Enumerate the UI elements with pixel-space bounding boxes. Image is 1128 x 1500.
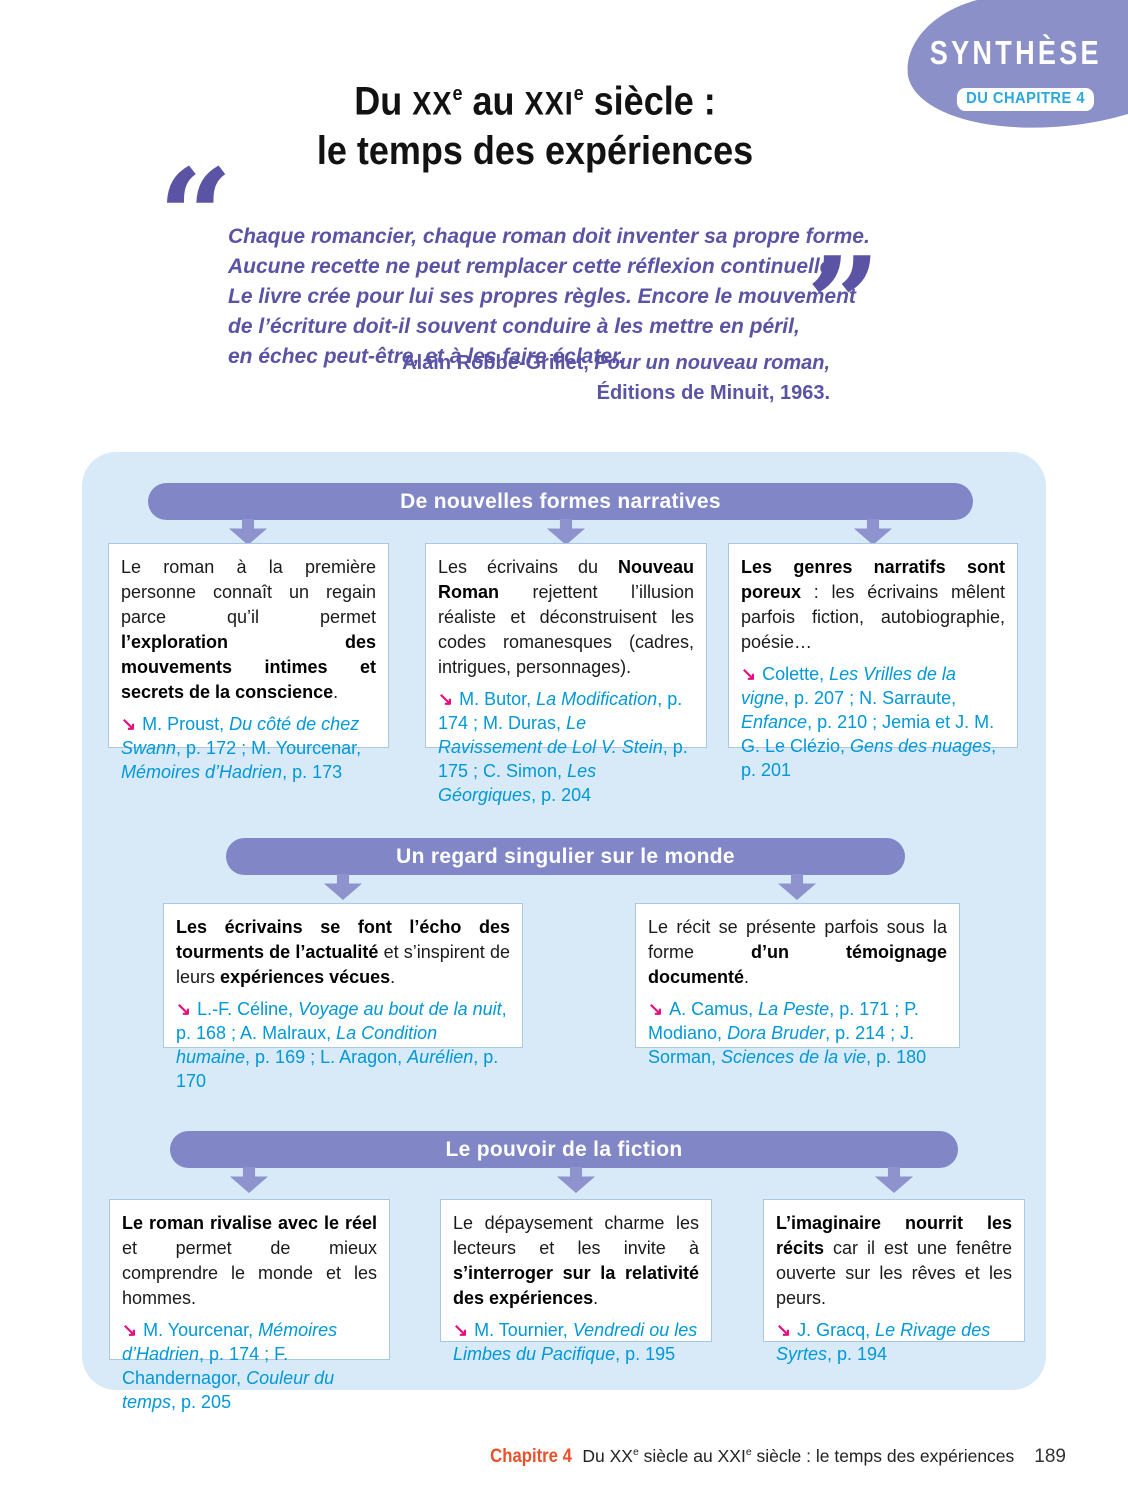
- footer-running-title: Du XXe siècle au XXIe siècle : le temps …: [582, 1446, 1015, 1466]
- down-arrow-icon: [853, 519, 893, 545]
- quote-attribution-line-1: Alain Robbe-Grillet, Pour un nouveau rom…: [402, 352, 830, 374]
- ref-text: M. Butor, La Modification, p. 174 ; M. D…: [438, 689, 688, 805]
- down-arrow-icon: [874, 1167, 914, 1193]
- ref-arrow-icon: ↘: [121, 714, 137, 734]
- down-arrow-icon: [228, 519, 268, 545]
- box-reference: ↘ L.-F. Céline, Voyage au bout de la nuit…: [176, 997, 510, 1093]
- quote-attribution-line-2: Éditions de Minuit, 1963.: [596, 382, 830, 404]
- box-reference: ↘ M. Butor, La Modification, p. 174 ; M. …: [438, 687, 694, 807]
- box-reference: ↘ M. Yourcenar, Mémoires d’Hadrien, p. 17…: [122, 1318, 377, 1414]
- box-reference: ↘ Colette, Les Vrilles de la vigne, p. 20…: [741, 662, 1005, 782]
- concept-box: Les écrivains du Nouveau Roman rejettent…: [425, 543, 707, 805]
- page-title-line-1: Du XXe au XXIe siècle :: [354, 79, 716, 124]
- concept-box: Le récit se présente parfois sous la for…: [635, 903, 960, 1067]
- quote-line: Aucune recette ne peut remplacer cette r…: [228, 255, 838, 278]
- box-body: Les écrivains se font l’écho des tourmen…: [176, 917, 511, 987]
- ref-arrow-icon: ↘: [741, 664, 757, 684]
- concept-box: L’imaginaire nourrit les récits car il e…: [763, 1199, 1025, 1364]
- box-reference: ↘ M. Tournier, Vendredi ou les Limbes du …: [453, 1318, 699, 1366]
- down-arrow-icon: [777, 874, 817, 900]
- open-quote-icon: “: [158, 140, 233, 293]
- ref-arrow-icon: ↘: [776, 1320, 792, 1340]
- concept-box: Les écrivains se font l’écho des tourmen…: [163, 903, 523, 1091]
- concept-box: Les genres narratifs sont poreux : les é…: [728, 543, 1018, 780]
- section-header-singular-view: Un regard singulier sur le monde: [226, 838, 905, 875]
- quote-line: Chaque romancier, chaque roman doit inve…: [228, 225, 870, 248]
- down-arrow-icon: [229, 1167, 269, 1193]
- page-number: 189: [1034, 1446, 1066, 1467]
- section-header-narrative-forms: De nouvelles formes narratives: [148, 483, 973, 520]
- ref-text: M. Yourcenar, Mémoires d’Hadrien, p. 174…: [122, 1320, 338, 1412]
- box-body: L’imaginaire nourrit les récits car il e…: [776, 1213, 1012, 1308]
- down-arrow-icon: [323, 874, 363, 900]
- box-body: Les genres narratifs sont poreux : les é…: [741, 557, 1005, 652]
- concept-box: Le roman rivalise avec le réel et permet…: [109, 1199, 390, 1412]
- ref-text: A. Camus, La Peste, p. 171 ; P. Modiano,…: [648, 999, 927, 1067]
- ref-text: Colette, Les Vrilles de la vigne, p. 207…: [741, 664, 997, 780]
- epigraph-quote: Chaque romancier, chaque roman doit inve…: [228, 222, 870, 372]
- ref-text: M. Proust, Du côté de chez Swann, p. 172…: [121, 714, 362, 782]
- quote-line: Le livre crée pour lui ses propres règle…: [228, 285, 856, 308]
- ref-arrow-icon: ↘: [438, 689, 454, 709]
- page-title-line-2: le temps des expériences: [316, 129, 754, 174]
- box-reference: ↘ A. Camus, La Peste, p. 171 ; P. Modiano…: [648, 997, 947, 1069]
- section-header-power-of-fiction: Le pouvoir de la fiction: [170, 1131, 958, 1168]
- box-body: Le dépaysement charme les lecteurs et le…: [453, 1213, 699, 1308]
- concept-box: Le roman à la première personne connaît …: [108, 543, 389, 782]
- quote-attribution: Alain Robbe-Grillet, Pour un nouveau rom…: [230, 348, 830, 408]
- footer-chapter-label: Chapitre 4: [490, 1446, 573, 1467]
- box-body: Le roman à la première personne connaît …: [121, 557, 376, 702]
- ref-text: L.-F. Céline, Voyage au bout de la nuit,…: [176, 999, 507, 1091]
- box-body: Le récit se présente parfois sous la for…: [648, 917, 948, 987]
- ref-arrow-icon: ↘: [453, 1320, 469, 1340]
- page-footer: Chapitre 4 Du XXe siècle au XXIe siècle …: [479, 1446, 1066, 1468]
- box-body: Les écrivains du Nouveau Roman rejettent…: [438, 557, 694, 677]
- ref-arrow-icon: ↘: [648, 999, 664, 1019]
- box-body: Le roman rivalise avec le réel et permet…: [122, 1213, 377, 1308]
- down-arrow-icon: [546, 519, 586, 545]
- ref-text: J. Gracq, Le Rivage des Syrtes, p. 194: [776, 1320, 991, 1364]
- page-title: Du XXe au XXIe siècle : le temps des exp…: [165, 70, 905, 175]
- box-reference: ↘ J. Gracq, Le Rivage des Syrtes, p. 194: [776, 1318, 1012, 1366]
- box-reference: ↘ M. Proust, Du côté de chez Swann, p. 17…: [121, 712, 376, 784]
- badge-title: SYNTHÈSE: [929, 34, 1102, 71]
- ref-text: M. Tournier, Vendredi ou les Limbes du P…: [453, 1320, 698, 1364]
- concept-box: Le dépaysement charme les lecteurs et le…: [440, 1199, 712, 1364]
- quote-line: en échec peut-être, et à les faire éclat…: [228, 345, 625, 368]
- quote-line: de l’écriture doit-il souvent conduire à…: [228, 315, 800, 338]
- chapter-badge: DU CHAPITRE 4: [956, 88, 1094, 111]
- ref-arrow-icon: ↘: [122, 1320, 138, 1340]
- ref-arrow-icon: ↘: [176, 999, 192, 1019]
- down-arrow-icon: [556, 1167, 596, 1193]
- synthese-corner-badge: SYNTHÈSE DU CHAPITRE 4: [905, 0, 1128, 132]
